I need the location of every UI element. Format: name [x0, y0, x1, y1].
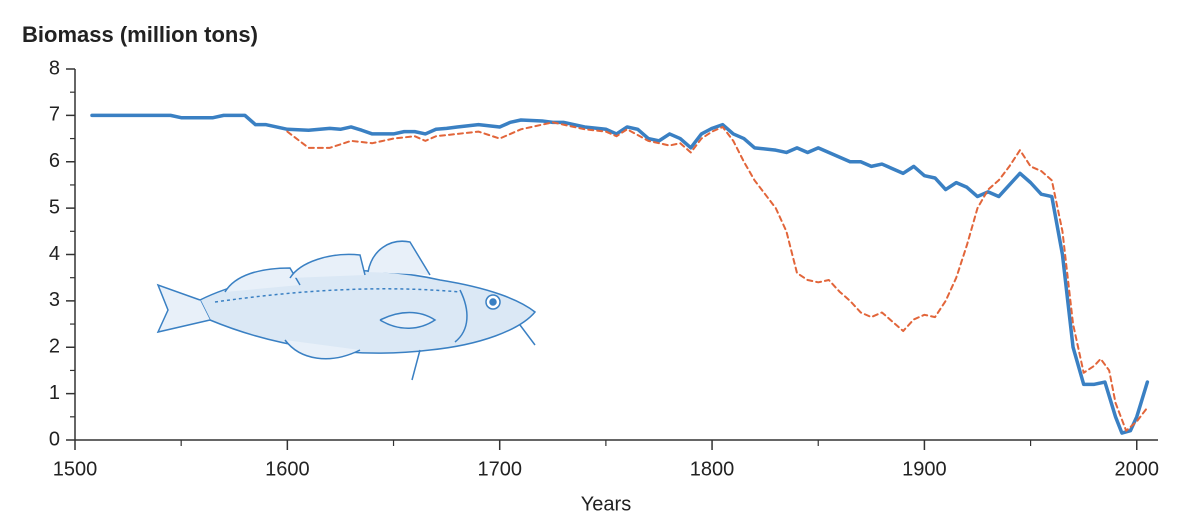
series-line: [90, 113, 1150, 435]
y-tick-label: 3: [49, 289, 60, 311]
y-tick-label: 7: [49, 104, 60, 126]
x-tick-label: 1700: [477, 458, 522, 480]
x-tick-label: 2000: [1115, 458, 1160, 480]
y-tick-label: 2: [49, 336, 60, 358]
x-tick-label: 1500: [53, 458, 98, 480]
y-tick-label: 0: [49, 428, 60, 450]
x-tick-label: 1900: [902, 458, 947, 480]
y-tick-label: 4: [49, 243, 60, 265]
y-tick-label: 6: [49, 150, 60, 172]
x-axis-label: Years: [581, 493, 631, 515]
x-tick-label: 1600: [265, 458, 310, 480]
fish-illustration: [156, 240, 537, 381]
y-tick-label: 1: [49, 382, 60, 404]
series-line: [286, 121, 1149, 432]
chart-title: Biomass (million tons): [22, 22, 258, 47]
y-tick-label: 8: [49, 57, 60, 79]
x-tick-label: 1800: [690, 458, 735, 480]
y-tick-label: 5: [49, 196, 60, 218]
